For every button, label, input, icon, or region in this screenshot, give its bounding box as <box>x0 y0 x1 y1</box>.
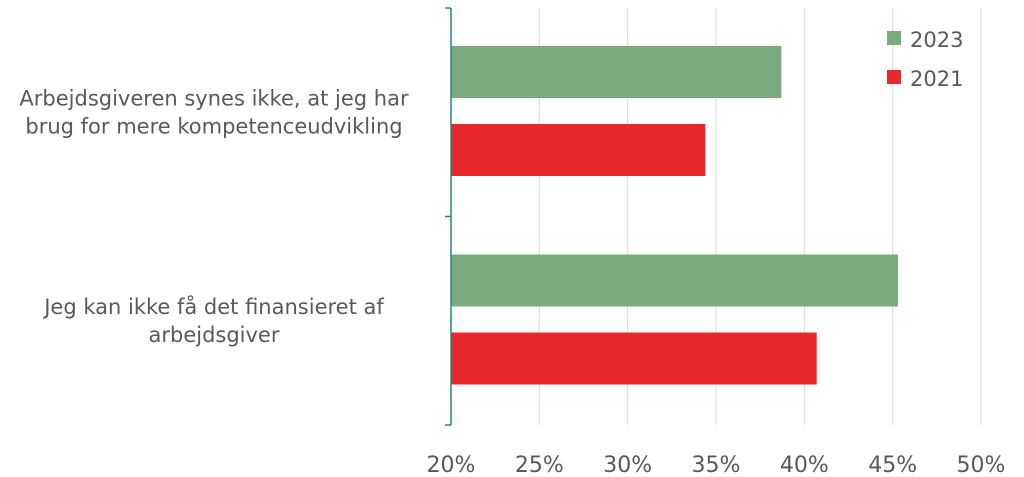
category-axis <box>445 7 452 426</box>
x-tick-label: 50% <box>957 453 1006 477</box>
legend-label-2021: 2021 <box>910 67 963 91</box>
legend-swatch-2023 <box>887 31 901 45</box>
bar-2021-cat-2 <box>451 332 817 385</box>
bar-2021-cat-1 <box>451 124 706 176</box>
x-tick-label: 20% <box>427 453 476 477</box>
category-label: Arbejdsgiveren synes ikke, at jeg har <box>19 86 409 110</box>
legend-label-2023: 2023 <box>910 28 963 52</box>
legend: 2023 2021 <box>887 28 963 91</box>
bar-2023-cat-2 <box>451 254 898 307</box>
bar-2023-cat-1 <box>451 46 782 98</box>
category-labels: Arbejdsgiveren synes ikke, at jeg har bru… <box>19 86 409 347</box>
category-label: arbejdsgiver <box>148 323 279 347</box>
x-tick-label: 30% <box>603 453 652 477</box>
x-tick-label: 45% <box>868 453 917 477</box>
legend-swatch-2021 <box>887 70 901 84</box>
bars <box>451 46 898 385</box>
x-tick-labels: 20% 25% 30% 35% 40% 45% 50% <box>427 453 1006 477</box>
category-label: brug for mere kompetenceudvikling <box>25 114 402 138</box>
x-tick-label: 40% <box>780 453 829 477</box>
x-tick-label: 35% <box>692 453 741 477</box>
x-tick-label: 25% <box>515 453 564 477</box>
category-label: Jeg kan ikke få det finansieret af <box>42 294 384 319</box>
